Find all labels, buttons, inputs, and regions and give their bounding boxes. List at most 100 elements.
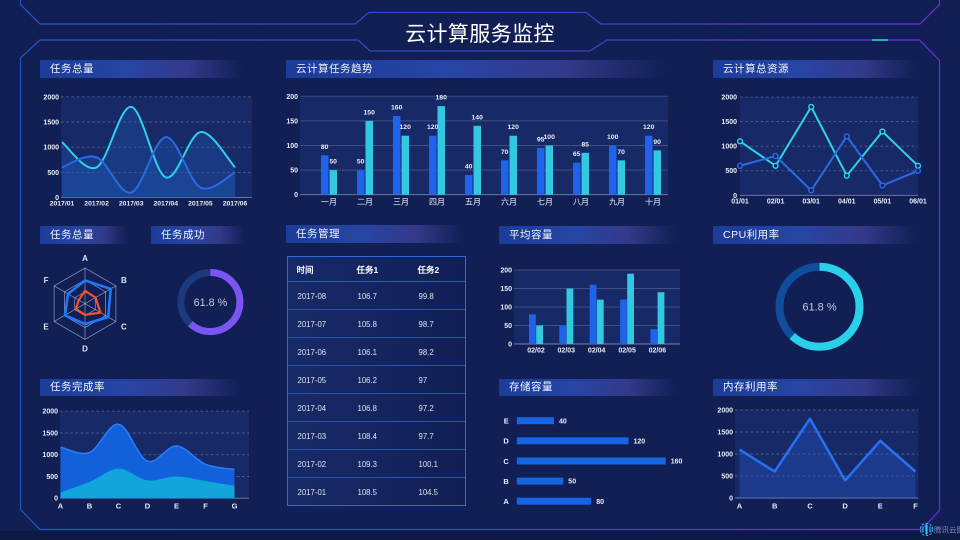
svg-text:B: B: [772, 502, 778, 511]
svg-text:2017/04: 2017/04: [154, 201, 179, 208]
svg-text:B: B: [87, 502, 93, 511]
svg-text:G: G: [232, 502, 238, 511]
svg-text:三月: 三月: [393, 198, 409, 207]
svg-text:02/04: 02/04: [588, 348, 606, 355]
svg-text:120: 120: [508, 124, 520, 131]
svg-text:0: 0: [294, 192, 298, 199]
svg-text:50: 50: [329, 159, 337, 166]
svg-text:B: B: [121, 276, 127, 285]
svg-text:50: 50: [290, 168, 298, 175]
svg-text:120: 120: [634, 438, 646, 445]
svg-text:02/02: 02/02: [527, 348, 545, 355]
svg-text:06/01: 06/01: [909, 199, 927, 206]
svg-text:01/01: 01/01: [731, 199, 749, 206]
svg-text:C: C: [503, 457, 509, 466]
svg-text:九月: 九月: [609, 198, 625, 207]
svg-text:02/01: 02/01: [767, 199, 785, 206]
svg-text:120: 120: [643, 124, 655, 131]
svg-text:C: C: [121, 323, 127, 332]
svg-text:150: 150: [364, 109, 376, 116]
svg-text:1500: 1500: [717, 430, 733, 437]
svg-text:C: C: [116, 502, 122, 511]
svg-text:2000: 2000: [42, 409, 58, 416]
svg-text:A: A: [737, 502, 743, 511]
svg-text:D: D: [82, 344, 88, 353]
svg-text:A: A: [82, 254, 88, 263]
svg-text:40: 40: [465, 164, 473, 171]
svg-text:40: 40: [559, 418, 567, 425]
svg-text:150: 150: [500, 286, 512, 293]
svg-text:61.8 %: 61.8 %: [802, 302, 836, 314]
svg-text:02/05: 02/05: [618, 348, 636, 355]
svg-text:E: E: [174, 502, 179, 511]
svg-text:四月: 四月: [429, 198, 445, 207]
svg-text:04/01: 04/01: [838, 199, 856, 206]
svg-text:2000: 2000: [721, 95, 737, 102]
svg-text:十月: 十月: [645, 197, 661, 207]
svg-text:500: 500: [725, 168, 737, 175]
svg-text:500: 500: [46, 474, 58, 481]
svg-text:1500: 1500: [42, 431, 58, 438]
svg-text:2017/01: 2017/01: [50, 201, 75, 208]
svg-text:70: 70: [617, 149, 625, 156]
svg-text:85: 85: [581, 141, 589, 148]
svg-text:1000: 1000: [42, 452, 58, 459]
svg-text:200: 200: [500, 268, 512, 275]
svg-text:1000: 1000: [721, 144, 737, 151]
svg-text:B: B: [503, 477, 509, 486]
svg-text:D: D: [842, 502, 848, 511]
svg-text:五月: 五月: [465, 198, 481, 207]
svg-text:二月: 二月: [357, 198, 373, 207]
svg-text:50: 50: [357, 159, 365, 166]
svg-text:120: 120: [427, 124, 439, 131]
svg-text:F: F: [913, 502, 918, 511]
svg-text:200: 200: [286, 94, 298, 101]
svg-text:02/03: 02/03: [558, 348, 576, 355]
svg-text:70: 70: [501, 149, 509, 156]
svg-text:八月: 八月: [573, 198, 589, 207]
svg-text:D: D: [503, 437, 509, 446]
svg-text:一月: 一月: [321, 198, 337, 207]
svg-text:1000: 1000: [717, 452, 733, 459]
svg-text:1000: 1000: [43, 145, 59, 152]
svg-text:500: 500: [721, 474, 733, 481]
svg-text:05/01: 05/01: [874, 199, 892, 206]
svg-text:E: E: [504, 417, 509, 426]
svg-text:100: 100: [286, 143, 298, 150]
svg-text:2017/03: 2017/03: [119, 201, 144, 208]
svg-text:A: A: [503, 497, 509, 506]
svg-text:0: 0: [729, 496, 733, 503]
svg-text:65: 65: [573, 151, 581, 158]
svg-text:1500: 1500: [43, 120, 59, 127]
svg-text:500: 500: [47, 170, 59, 177]
svg-text:100: 100: [607, 134, 619, 141]
svg-text:100: 100: [544, 134, 556, 141]
svg-text:0: 0: [54, 496, 58, 503]
svg-text:C: C: [807, 502, 813, 511]
svg-text:50: 50: [568, 479, 576, 486]
svg-text:F: F: [203, 502, 208, 511]
svg-text:六月: 六月: [501, 197, 517, 207]
svg-text:D: D: [145, 502, 151, 511]
svg-text:0: 0: [733, 193, 737, 200]
svg-text:160: 160: [671, 459, 683, 466]
svg-text:140: 140: [472, 114, 484, 121]
svg-text:90: 90: [653, 139, 661, 146]
svg-text:61.8 %: 61.8 %: [194, 297, 228, 309]
svg-text:0: 0: [55, 195, 59, 202]
svg-text:50: 50: [504, 323, 512, 330]
svg-text:80: 80: [321, 144, 329, 151]
svg-text:2017/02: 2017/02: [84, 201, 109, 208]
svg-text:F: F: [44, 276, 49, 285]
svg-text:2000: 2000: [717, 408, 733, 415]
svg-text:95: 95: [537, 137, 545, 144]
svg-text:160: 160: [391, 105, 403, 112]
svg-text:150: 150: [286, 118, 298, 125]
svg-text:02/06: 02/06: [649, 348, 667, 355]
svg-text:1500: 1500: [721, 119, 737, 126]
svg-text:100: 100: [500, 305, 512, 312]
svg-text:180: 180: [436, 95, 448, 102]
svg-text:80: 80: [596, 499, 604, 506]
svg-text:0: 0: [508, 342, 512, 349]
svg-text:A: A: [58, 502, 64, 511]
